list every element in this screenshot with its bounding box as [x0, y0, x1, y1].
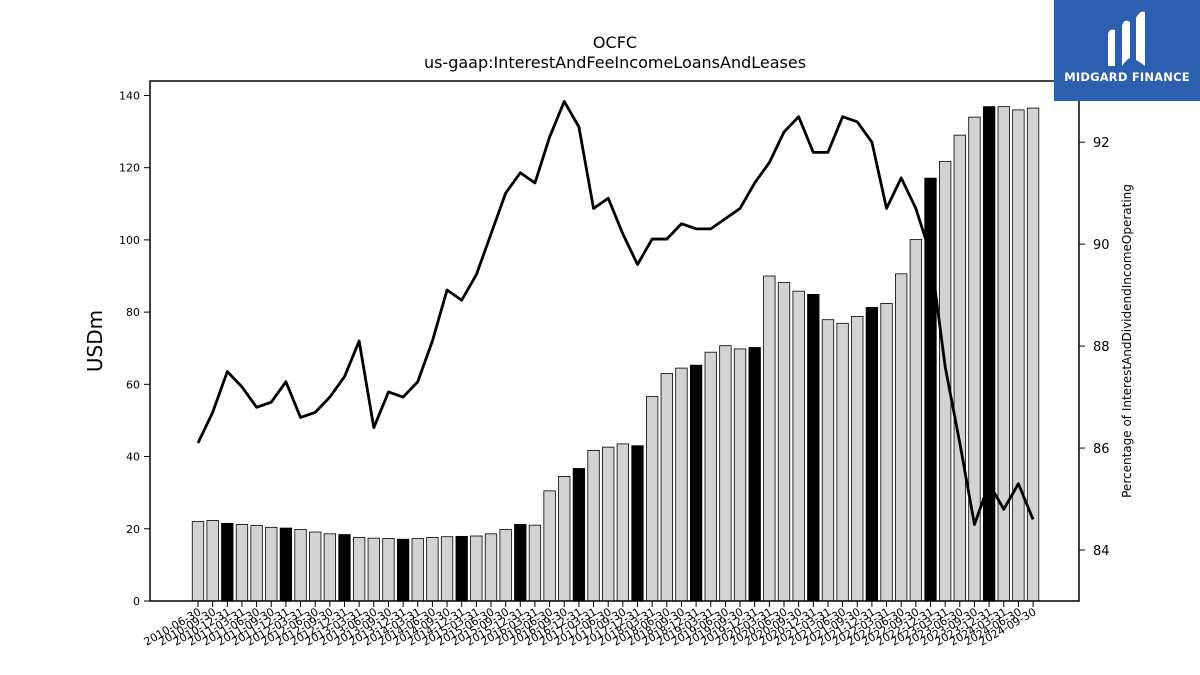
bar-2012-03-31: [294, 529, 307, 602]
bar-2022-06-30: [895, 273, 908, 602]
bar-2020-12-31: [807, 294, 820, 602]
logo-text: MIDGARD FINANCE: [1064, 70, 1190, 84]
bar-2017-06-30: [602, 446, 615, 602]
y-axis-label: USDm: [83, 310, 107, 372]
bar-2014-12-31: [455, 535, 468, 602]
bar-2018-06-30: [660, 373, 673, 602]
bar-2017-03-31: [587, 450, 600, 602]
bar-2019-09-30: [733, 348, 747, 602]
bar-2011-03-31: [235, 524, 249, 602]
bar-2019-12-31: [748, 347, 761, 602]
bar-2012-06-30: [309, 531, 322, 602]
bar-2023-12-31: [982, 106, 996, 602]
bar-2011-12-31: [279, 527, 293, 602]
y2-axis: 84 86 88 90 92: [1079, 136, 1110, 559]
y-tick-label: 40: [126, 451, 140, 464]
bar-2020-03-31: [763, 275, 776, 602]
bar-2012-12-31: [338, 534, 351, 602]
bar-2021-03-31: [821, 319, 835, 602]
y2-tick-label: 88: [1093, 340, 1110, 355]
bar-2011-09-30: [265, 526, 278, 602]
bar-2024-03-31: [997, 106, 1010, 602]
bar-2015-03-31: [470, 535, 483, 602]
chart-subtitle: us-gaap:InterestAndFeeIncomeLoansAndLeas…: [424, 53, 806, 72]
bar-2015-06-30: [484, 533, 498, 602]
bar-2022-09-30: [909, 239, 922, 602]
x-axis: 2010-06-302010-09-302010-12-312011-03-31…: [142, 601, 1039, 649]
brand-logo: MIDGARD FINANCE: [1054, 0, 1200, 101]
bar-2015-09-30: [499, 529, 512, 602]
bar-2024-09-30: [1026, 107, 1040, 602]
bar-2010-06-30: [191, 521, 205, 602]
y2-tick-label: 84: [1093, 544, 1110, 559]
bar-2015-12-31: [514, 524, 527, 602]
logo-mark-icon: [1108, 11, 1145, 67]
bar-2023-06-30: [953, 134, 966, 602]
bar-2024-06-30: [1012, 109, 1025, 602]
bar-2014-09-30: [440, 536, 454, 602]
y-tick-label: 140: [119, 89, 140, 102]
bar-2014-03-31: [411, 538, 424, 602]
y2-tick-label: 90: [1093, 238, 1110, 253]
line-percentage: [196, 99, 1035, 526]
bar-2021-09-30: [851, 316, 864, 602]
y-tick-label: 0: [133, 595, 140, 608]
bar-2010-12-31: [221, 522, 234, 602]
bar-2019-03-31: [704, 351, 717, 602]
bar-2016-03-31: [528, 524, 542, 602]
y-tick-label: 60: [126, 378, 140, 391]
y-tick-label: 80: [126, 306, 140, 319]
bar-2013-03-31: [352, 537, 366, 602]
bar-2021-12-31: [865, 307, 879, 602]
bar-series: [191, 106, 1040, 602]
y-tick-label: 20: [126, 523, 140, 536]
bar-2018-09-30: [675, 367, 688, 602]
bar-2011-06-30: [250, 525, 263, 602]
bar-2020-06-30: [777, 282, 791, 602]
y2-axis-label: Percentage of InterestAndDividendIncomeO…: [1120, 184, 1134, 498]
bar-2012-09-30: [323, 533, 337, 602]
bar-2013-06-30: [367, 537, 380, 602]
bar-2023-09-30: [968, 116, 981, 602]
bar-2022-03-31: [880, 303, 893, 602]
bar-2013-09-30: [382, 538, 395, 602]
bar-2019-06-30: [719, 345, 732, 602]
line-series: [196, 99, 1035, 526]
y-tick-label: 100: [119, 234, 140, 247]
bar-2016-06-30: [543, 490, 556, 602]
bar-2014-06-30: [426, 537, 439, 602]
y2-tick-label: 86: [1093, 442, 1110, 457]
chart-title: OCFC: [593, 33, 637, 52]
y-axis: 0 20 40 60 80 100 120 140: [119, 89, 150, 608]
y2-tick-label: 92: [1093, 136, 1110, 151]
bar-2016-12-31: [572, 468, 586, 602]
plot-frame: [149, 80, 1080, 602]
bar-2016-09-30: [558, 476, 571, 602]
y-tick-label: 120: [119, 162, 140, 175]
bar-2013-12-31: [396, 538, 410, 602]
bar-2021-06-30: [836, 322, 849, 602]
bar-2020-09-30: [792, 290, 805, 602]
bar-2017-09-30: [616, 443, 629, 602]
bar-2010-09-30: [206, 520, 219, 602]
bar-2018-12-31: [689, 364, 703, 602]
bar-2017-12-31: [631, 445, 644, 602]
bar-2018-03-31: [646, 396, 659, 602]
